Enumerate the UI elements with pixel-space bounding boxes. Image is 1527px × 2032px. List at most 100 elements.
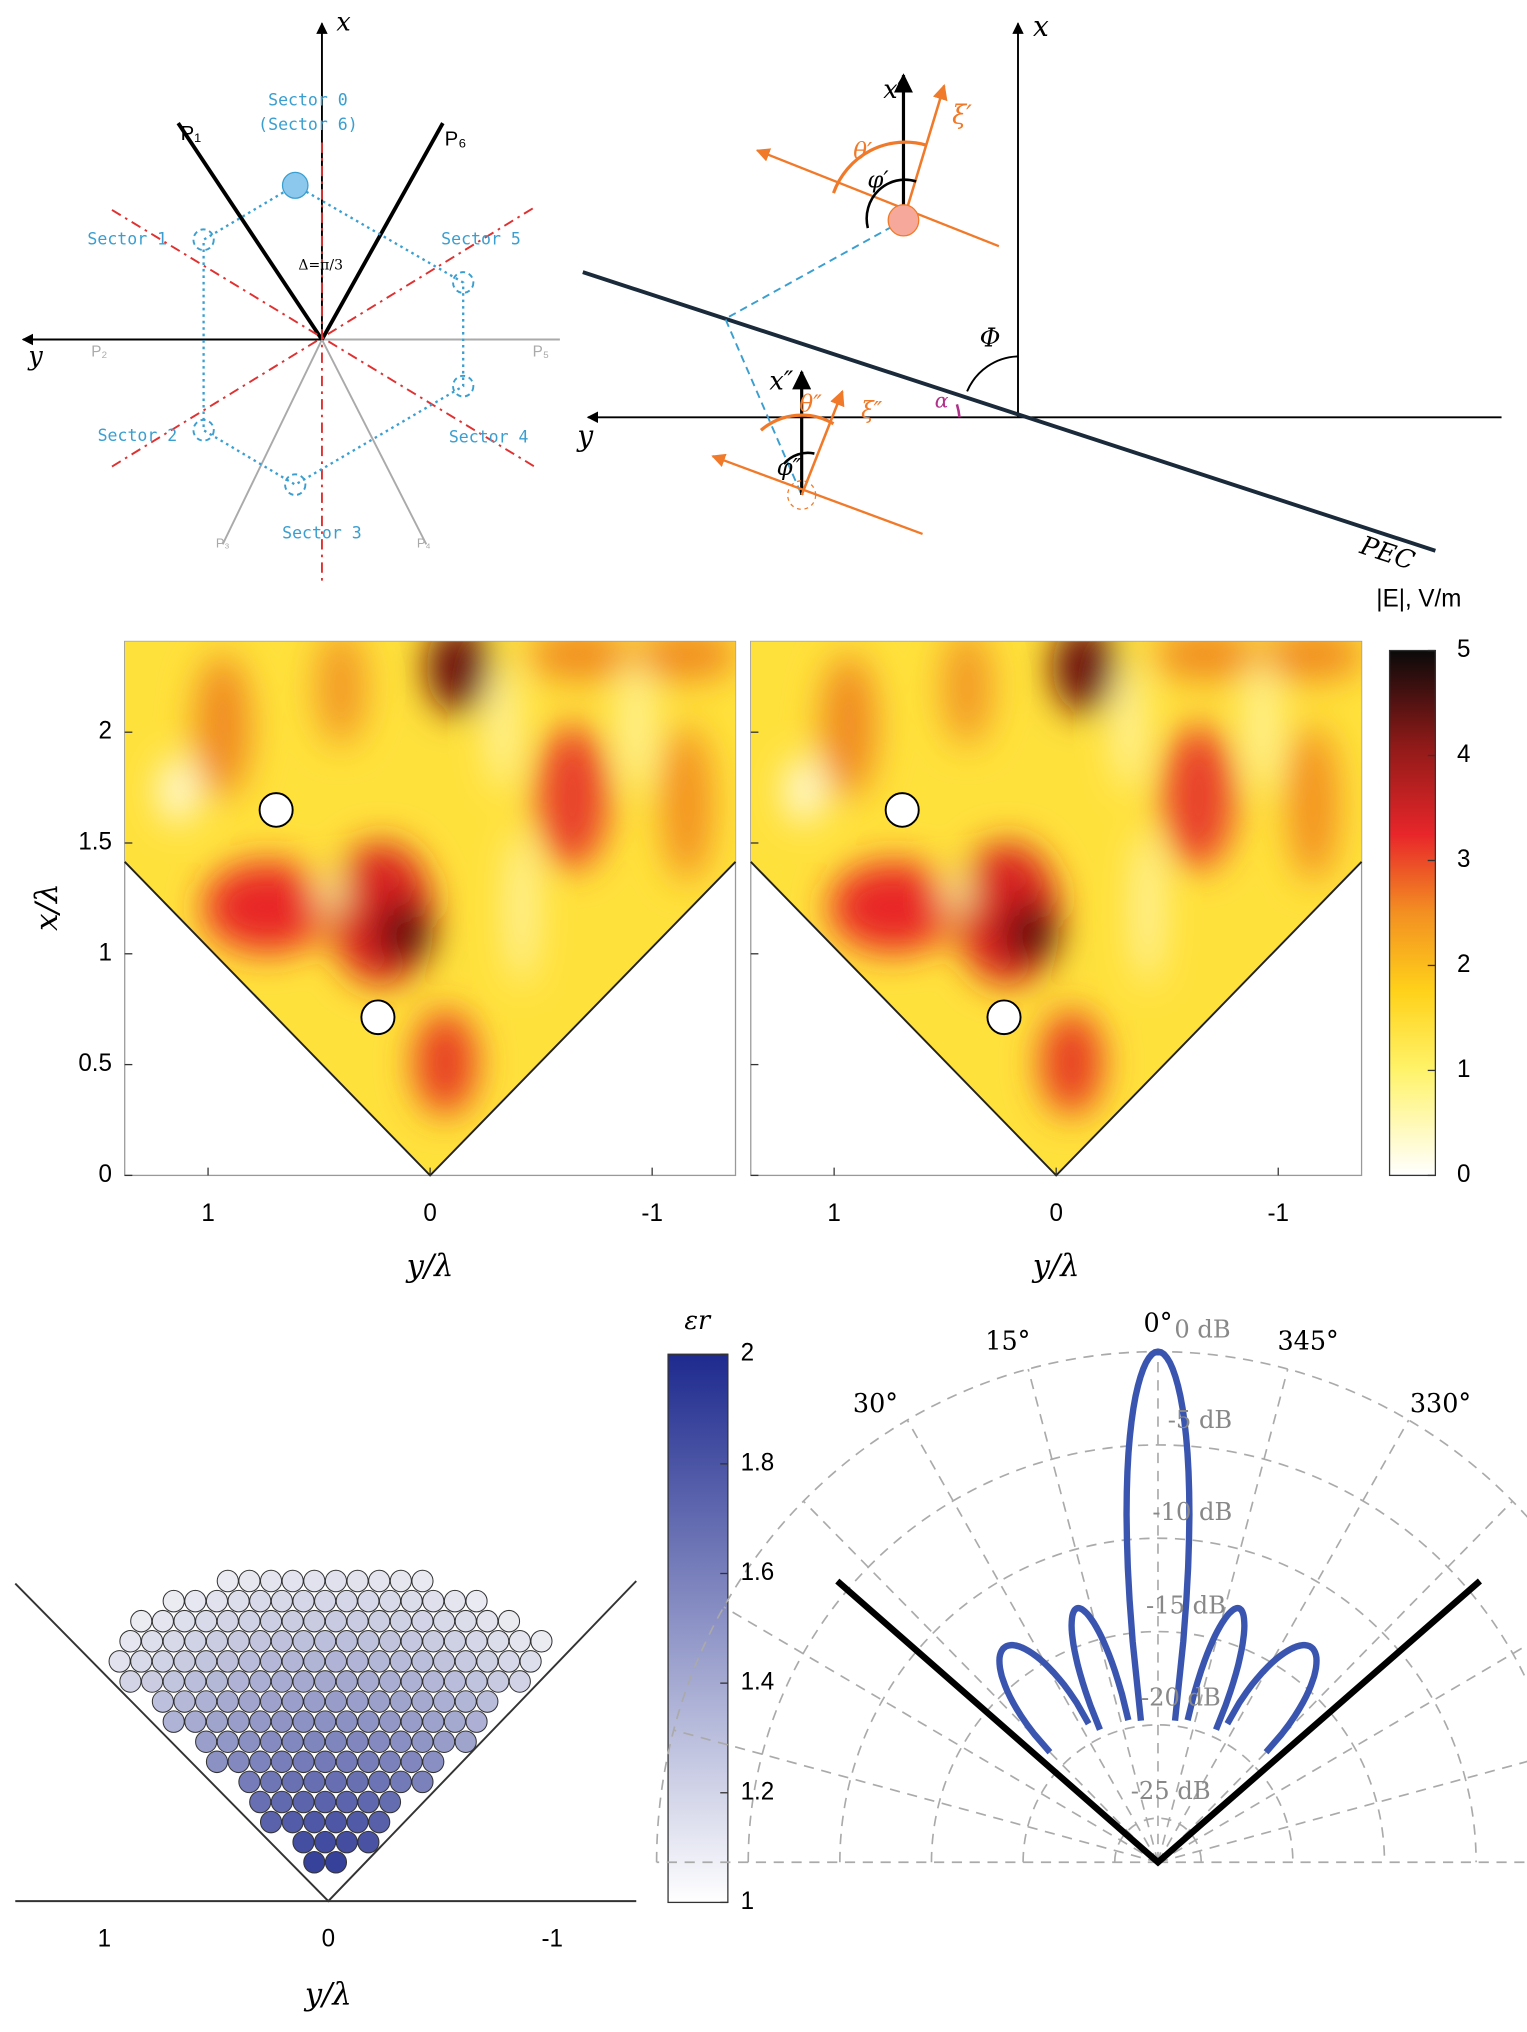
eps-cell <box>357 1589 380 1613</box>
delta-label: Δ=π/3 <box>298 258 343 274</box>
diagram-label: θ′ <box>853 139 873 165</box>
field-blob <box>1249 660 1276 791</box>
eps-cell <box>335 1750 358 1774</box>
eps-cell <box>357 1670 380 1693</box>
eps-cell <box>151 1609 174 1633</box>
colorbar-title: |E|, V/m <box>1376 585 1461 612</box>
eps-cell <box>346 1690 369 1713</box>
pattern-lobe <box>996 1641 1092 1755</box>
eps-cell <box>400 1710 423 1733</box>
eps-cell <box>303 1730 326 1753</box>
eps-cell <box>389 1609 412 1633</box>
eps-cell <box>465 1670 488 1693</box>
x-tick-label: 0 <box>1049 1200 1062 1227</box>
eps-cell <box>238 1609 261 1633</box>
field-blob <box>623 660 649 791</box>
diagram-label: x′ <box>883 75 903 105</box>
eps-cell <box>270 1670 293 1693</box>
x-tick-label: -1 <box>1267 1200 1288 1227</box>
plane-label: P₆ <box>445 127 467 150</box>
eps-cell <box>216 1650 239 1673</box>
colorbar-tick-label: 2 <box>1457 951 1470 978</box>
eps-cell <box>508 1670 531 1693</box>
eps-cell <box>357 1750 380 1774</box>
field-blob <box>1287 725 1339 882</box>
eps-cell <box>411 1690 434 1713</box>
eps-cell <box>162 1710 185 1733</box>
y-tick-label: 1 <box>99 939 112 966</box>
eps-cell <box>227 1750 250 1774</box>
eps-cell <box>314 1670 337 1693</box>
colorbar-tick-label: 1.8 <box>741 1449 775 1476</box>
y-tick-label: 0.5 <box>78 1050 112 1077</box>
colorbar-tick-label: 1.6 <box>741 1559 775 1586</box>
field-blob <box>1154 641 1256 681</box>
field-map-1 <box>124 640 737 1177</box>
pattern-lobe <box>1123 1348 1193 1722</box>
eps-cell <box>378 1710 402 1733</box>
colorbar-title: εr <box>684 1306 712 1336</box>
diagram-label: PEC <box>1356 530 1419 577</box>
polar-spoke <box>906 1419 1159 1863</box>
plane-label: P₃ <box>216 536 230 551</box>
polar-plot <box>655 1348 1527 1867</box>
eps-cell <box>259 1650 283 1673</box>
y-tick-label: 1.5 <box>78 828 112 855</box>
polar-ring <box>1113 1817 1203 1863</box>
eps-cell <box>433 1650 456 1673</box>
eps-cell <box>292 1710 315 1733</box>
eps-cell <box>173 1690 196 1713</box>
eps-cell <box>173 1650 196 1673</box>
eps-cell <box>238 1650 261 1673</box>
x-tick-label: 1 <box>201 1200 214 1227</box>
eps-cell <box>368 1730 391 1753</box>
polar-ring <box>839 1537 1477 1863</box>
field-blob <box>820 654 877 797</box>
eps-cell <box>151 1650 174 1673</box>
field-blob <box>489 660 516 791</box>
eps-cell <box>465 1589 488 1613</box>
eps-cell <box>292 1790 315 1814</box>
eps-cell <box>476 1690 499 1713</box>
field-blob <box>315 641 367 746</box>
field-blob <box>194 654 251 797</box>
eps-cell <box>443 1710 466 1733</box>
polar-spoke <box>673 1729 1159 1864</box>
eps-cell <box>281 1650 304 1673</box>
pattern-lobe <box>1184 1604 1248 1731</box>
x-tick-label: 0 <box>423 1200 436 1227</box>
eps-cell <box>227 1630 250 1653</box>
eps-cell <box>378 1630 402 1653</box>
eps-cell <box>249 1710 272 1733</box>
eps-cell <box>205 1630 229 1653</box>
eps-cell <box>303 1770 326 1794</box>
eps-cell <box>476 1650 499 1673</box>
eps-cell <box>378 1750 402 1774</box>
eps-cell <box>281 1730 304 1753</box>
field-blob <box>636 641 736 681</box>
eps-cell <box>238 1569 261 1593</box>
eps-cell <box>346 1609 369 1633</box>
eps-cell <box>454 1650 477 1673</box>
y-tick-label: 2 <box>99 718 112 745</box>
diagram-label: Φ <box>980 323 1001 353</box>
eps-cell <box>357 1630 380 1653</box>
colorbar-tick-label: 1 <box>741 1888 754 1915</box>
polar-spoke <box>723 1606 1159 1863</box>
eps-cell <box>281 1569 304 1593</box>
eps-cell <box>400 1589 423 1613</box>
diagram-label: α <box>935 388 949 412</box>
eps-cell <box>422 1710 445 1733</box>
plane-label: P₅ <box>533 343 549 360</box>
field-blob <box>941 641 993 746</box>
eps-cell <box>400 1630 423 1653</box>
eps-cell <box>368 1650 391 1673</box>
eps-cell <box>292 1830 315 1854</box>
eps-cell <box>389 1650 412 1673</box>
polar-spoke <box>1157 1419 1410 1863</box>
diagram-label: x″ <box>769 366 793 396</box>
eps-cell <box>443 1589 466 1613</box>
field-blob <box>829 861 957 953</box>
radial-label: 0 dB <box>1174 1314 1230 1343</box>
eps-cell <box>249 1750 272 1774</box>
